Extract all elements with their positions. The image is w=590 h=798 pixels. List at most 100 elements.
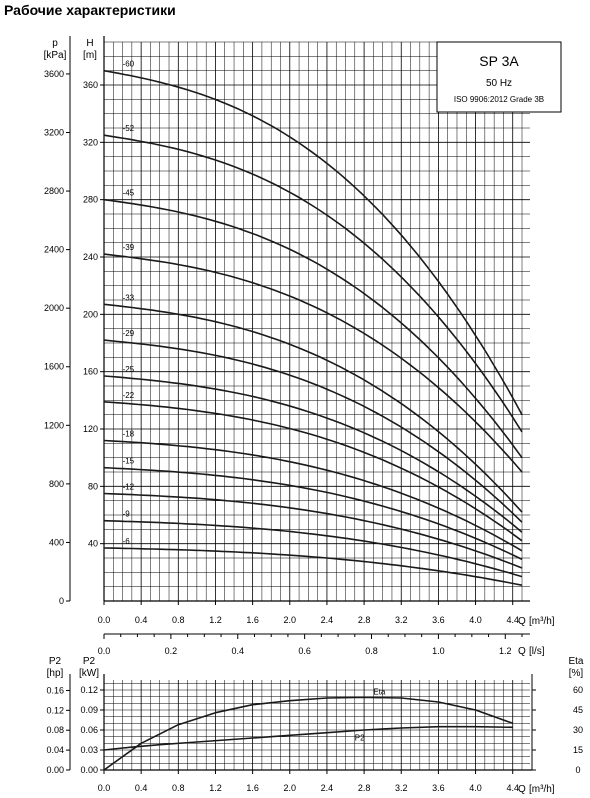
h-tick-label: 160 <box>83 367 98 377</box>
curve-label: -39 <box>123 243 135 252</box>
top-chart-axes: 4080120160200240280320360040080012001600… <box>44 36 530 656</box>
curve-label: -25 <box>123 365 135 374</box>
p-tick-label: 2400 <box>44 245 64 255</box>
info-box: SP 3A 50 Hz ISO 9906:2012 Grade 3B <box>436 41 562 113</box>
h-tick-label: 80 <box>88 481 98 491</box>
q-bottom-tick-label: 2.8 <box>358 783 371 793</box>
h-tick-label: 40 <box>88 539 98 549</box>
q-ls-tick-label: 0.0 <box>98 646 111 656</box>
curve-label: -22 <box>123 391 135 400</box>
q-tick-label: 4.0 <box>469 615 482 625</box>
q-bottom-tick-label: 0.8 <box>172 783 185 793</box>
head-curve <box>103 519 523 578</box>
p2-hp-unit: [hp] <box>47 668 64 679</box>
q-tick-label: 1.2 <box>209 615 222 625</box>
q-tick-label: 3.2 <box>395 615 408 625</box>
eta-curve-label: Eta <box>373 687 386 696</box>
hp-tick-label: 0.00 <box>46 765 64 775</box>
q-tick-label: 0.8 <box>172 615 185 625</box>
h-tick-label: 200 <box>83 309 98 319</box>
kw-tick-label: 0.12 <box>80 685 98 695</box>
curve-label: -18 <box>123 429 135 438</box>
q-ls-tick-label: 1.2 <box>499 646 512 656</box>
q-bottom-axis-label: Q <box>518 784 526 795</box>
p-tick-label: 3600 <box>44 69 64 79</box>
q-ls-tick-label: 0.2 <box>165 646 178 656</box>
head-curve <box>103 492 523 569</box>
power-efficiency-curves: Eta P2 <box>103 687 513 771</box>
standard: ISO 9906:2012 Grade 3B <box>454 95 544 104</box>
curve-label: -33 <box>123 293 135 302</box>
q-tick-label: 2.4 <box>321 615 334 625</box>
head-curve <box>103 69 523 416</box>
h-tick-label: 360 <box>83 80 98 90</box>
head-curves: -60 -52 -45 -39 -33 -29 -25 -22 -18 -15 -12 -9 -6 <box>103 60 523 586</box>
q-bottom-tick-label: 0.0 <box>98 783 111 793</box>
q-ls-tick-label: 0.6 <box>298 646 311 656</box>
p2-kw-label: P2 <box>83 656 96 667</box>
h-axis-label: H <box>86 38 93 49</box>
kw-tick-label: 0.06 <box>80 725 98 735</box>
q-tick-label: 0.4 <box>135 615 148 625</box>
q-bottom-tick-label: 4.4 <box>506 783 519 793</box>
q-tick-label: 4.4 <box>506 615 519 625</box>
head-curve <box>103 466 523 561</box>
q-bottom-tick-label: 4.0 <box>469 783 482 793</box>
p-axis-unit: [kPa] <box>44 50 67 61</box>
p-tick-label: 1600 <box>44 362 64 372</box>
bottom-chart-grid <box>103 680 530 770</box>
q-tick-label: 2.8 <box>358 615 371 625</box>
hp-tick-label: 0.04 <box>46 745 64 755</box>
q-bottom-axis-unit: [m³/h] <box>529 784 555 795</box>
curve-label: -52 <box>123 124 135 133</box>
p2-curve <box>103 725 513 751</box>
p-tick-label: 2000 <box>44 303 64 313</box>
h-tick-label: 320 <box>83 137 98 147</box>
p-tick-label: 3200 <box>44 127 64 137</box>
q-bottom-tick-label: 1.6 <box>246 783 259 793</box>
head-curve <box>103 375 523 533</box>
q-ls-tick-label: 1.0 <box>432 646 445 656</box>
p-axis-label: p <box>52 38 58 49</box>
bottom-chart-axes: 0.000.030.060.090.120.000.040.080.120.16… <box>46 674 583 793</box>
eta-tick-label: 15 <box>573 745 583 755</box>
q-ls-tick-label: 0.8 <box>365 646 378 656</box>
p-tick-label: 800 <box>49 479 64 489</box>
curve-label: -29 <box>123 329 135 338</box>
eta-curve <box>103 696 513 771</box>
q-bottom-tick-label: 2.4 <box>321 783 334 793</box>
hp-tick-label: 0.08 <box>46 725 64 735</box>
curve-label: -12 <box>123 483 135 492</box>
head-curve <box>103 134 523 433</box>
p-tick-label: 0 <box>59 596 64 606</box>
hp-tick-label: 0.12 <box>46 705 64 715</box>
q-ls-tick-label: 0.4 <box>232 646 245 656</box>
q-tick-label: 3.6 <box>432 615 445 625</box>
q-axis-label: Q <box>518 616 526 627</box>
p2-kw-unit: [kW] <box>79 668 99 679</box>
page-title: Рабочие характеристики <box>4 2 176 18</box>
head-curve <box>103 198 523 459</box>
frequency: 50 Hz <box>486 78 512 89</box>
curve-label: -45 <box>123 189 135 198</box>
q-ls-axis-label: Q <box>518 646 526 657</box>
kw-tick-label: 0.09 <box>80 705 98 715</box>
eta-unit: [%] <box>569 668 584 679</box>
p-tick-label: 400 <box>49 537 64 547</box>
kw-tick-label: 0.00 <box>80 765 98 775</box>
q-axis-unit: [m³/h] <box>529 616 555 627</box>
q-tick-label: 0.0 <box>98 615 111 625</box>
kw-tick-label: 0.03 <box>80 745 98 755</box>
q-ls-axis-unit: [l/s] <box>529 646 545 657</box>
q-bottom-tick-label: 3.2 <box>395 783 408 793</box>
model-name: SP 3A <box>479 53 519 69</box>
h-tick-label: 240 <box>83 252 98 262</box>
head-curve <box>103 547 523 586</box>
p-tick-label: 2800 <box>44 186 64 196</box>
eta-tick-label: 45 <box>573 705 583 715</box>
eta-tick-label: 60 <box>573 685 583 695</box>
head-curve <box>103 401 523 542</box>
curve-label: -6 <box>123 537 131 546</box>
q-bottom-tick-label: 1.2 <box>209 783 222 793</box>
